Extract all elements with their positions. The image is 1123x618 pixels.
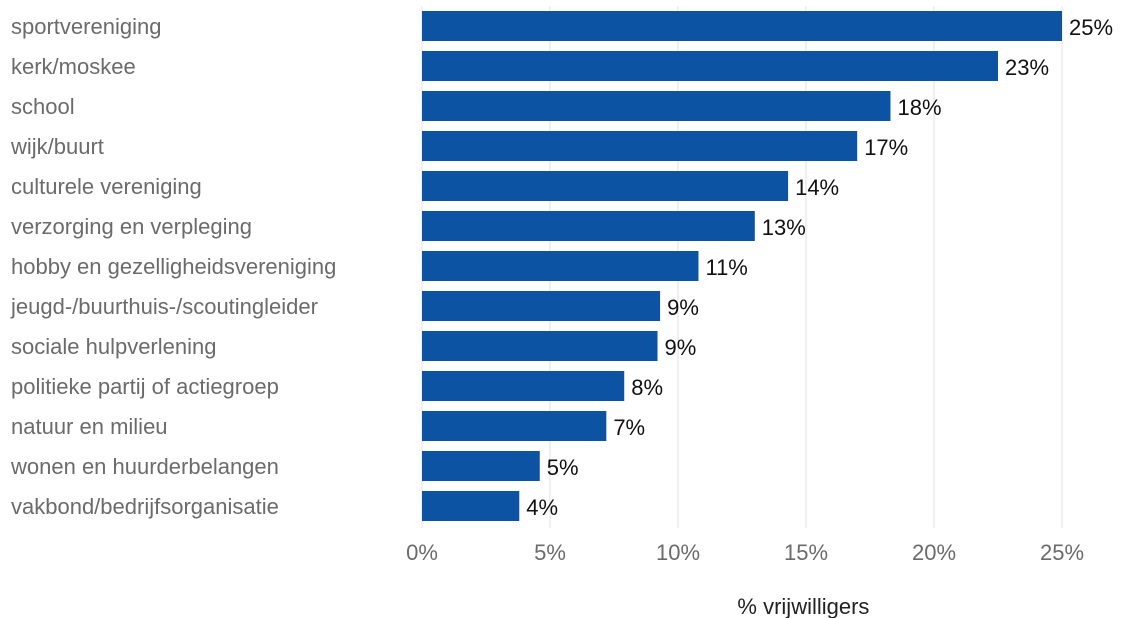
value-labels: 25%23%18%17%14%13%11%9%9%8%7%5%4% xyxy=(526,15,1113,520)
bar xyxy=(422,291,661,321)
category-label: hobby en gezelligheidsvereniging xyxy=(11,254,336,279)
value-label: 5% xyxy=(547,455,579,480)
bar xyxy=(422,211,755,241)
bar xyxy=(422,411,607,441)
category-label: wonen en huurderbelangen xyxy=(10,454,279,479)
bar xyxy=(422,51,998,81)
x-tick-label: 20% xyxy=(912,540,956,565)
value-label: 25% xyxy=(1069,15,1113,40)
value-label: 14% xyxy=(795,175,839,200)
category-label: sportvereniging xyxy=(11,14,161,39)
value-label: 18% xyxy=(897,95,941,120)
category-label: school xyxy=(11,94,75,119)
x-tick-label: 10% xyxy=(656,540,700,565)
bar xyxy=(422,251,699,281)
category-labels: sportvereniging kerk/moskee school wijk/buu… xyxy=(10,14,336,519)
category-label: politieke partij of actiegroep xyxy=(11,374,279,399)
value-label: 9% xyxy=(667,295,699,320)
bars xyxy=(422,11,1062,521)
value-label: 11% xyxy=(705,255,747,280)
x-tick-label: 5% xyxy=(534,540,566,565)
category-label: natuur en milieu xyxy=(11,414,168,439)
bar xyxy=(422,11,1062,41)
bar xyxy=(422,331,658,361)
bar xyxy=(422,131,858,161)
value-label: 17% xyxy=(864,135,908,160)
x-tick-label: 25% xyxy=(1040,540,1084,565)
bar xyxy=(422,491,520,521)
category-label: jeugd-/buurthuis-/scoutingleider xyxy=(10,294,318,319)
bar xyxy=(422,91,891,121)
category-label: verzorging en verpleging xyxy=(11,214,252,239)
category-label: sociale hulpverlening xyxy=(11,334,216,359)
value-label: 4% xyxy=(526,495,558,520)
value-label: 9% xyxy=(665,335,697,360)
bar xyxy=(422,171,789,201)
category-label: vakbond/bedrijfsorganisatie xyxy=(11,494,279,519)
x-tick-label: 15% xyxy=(784,540,828,565)
category-label: kerk/moskee xyxy=(11,54,136,79)
category-label: wijk/buurt xyxy=(10,134,104,159)
category-label: culturele vereniging xyxy=(11,174,202,199)
value-label: 7% xyxy=(613,415,645,440)
bar xyxy=(422,451,540,481)
x-axis-title: % vrijwilligers xyxy=(737,594,869,618)
value-label: 23% xyxy=(1005,55,1049,80)
value-label: 13% xyxy=(762,215,806,240)
x-tick-label: 0% xyxy=(406,540,438,565)
bar xyxy=(422,371,625,401)
x-tick-labels: 0% 5% 10% 15% 20% 25% xyxy=(406,540,1084,565)
value-label: 8% xyxy=(631,375,663,400)
